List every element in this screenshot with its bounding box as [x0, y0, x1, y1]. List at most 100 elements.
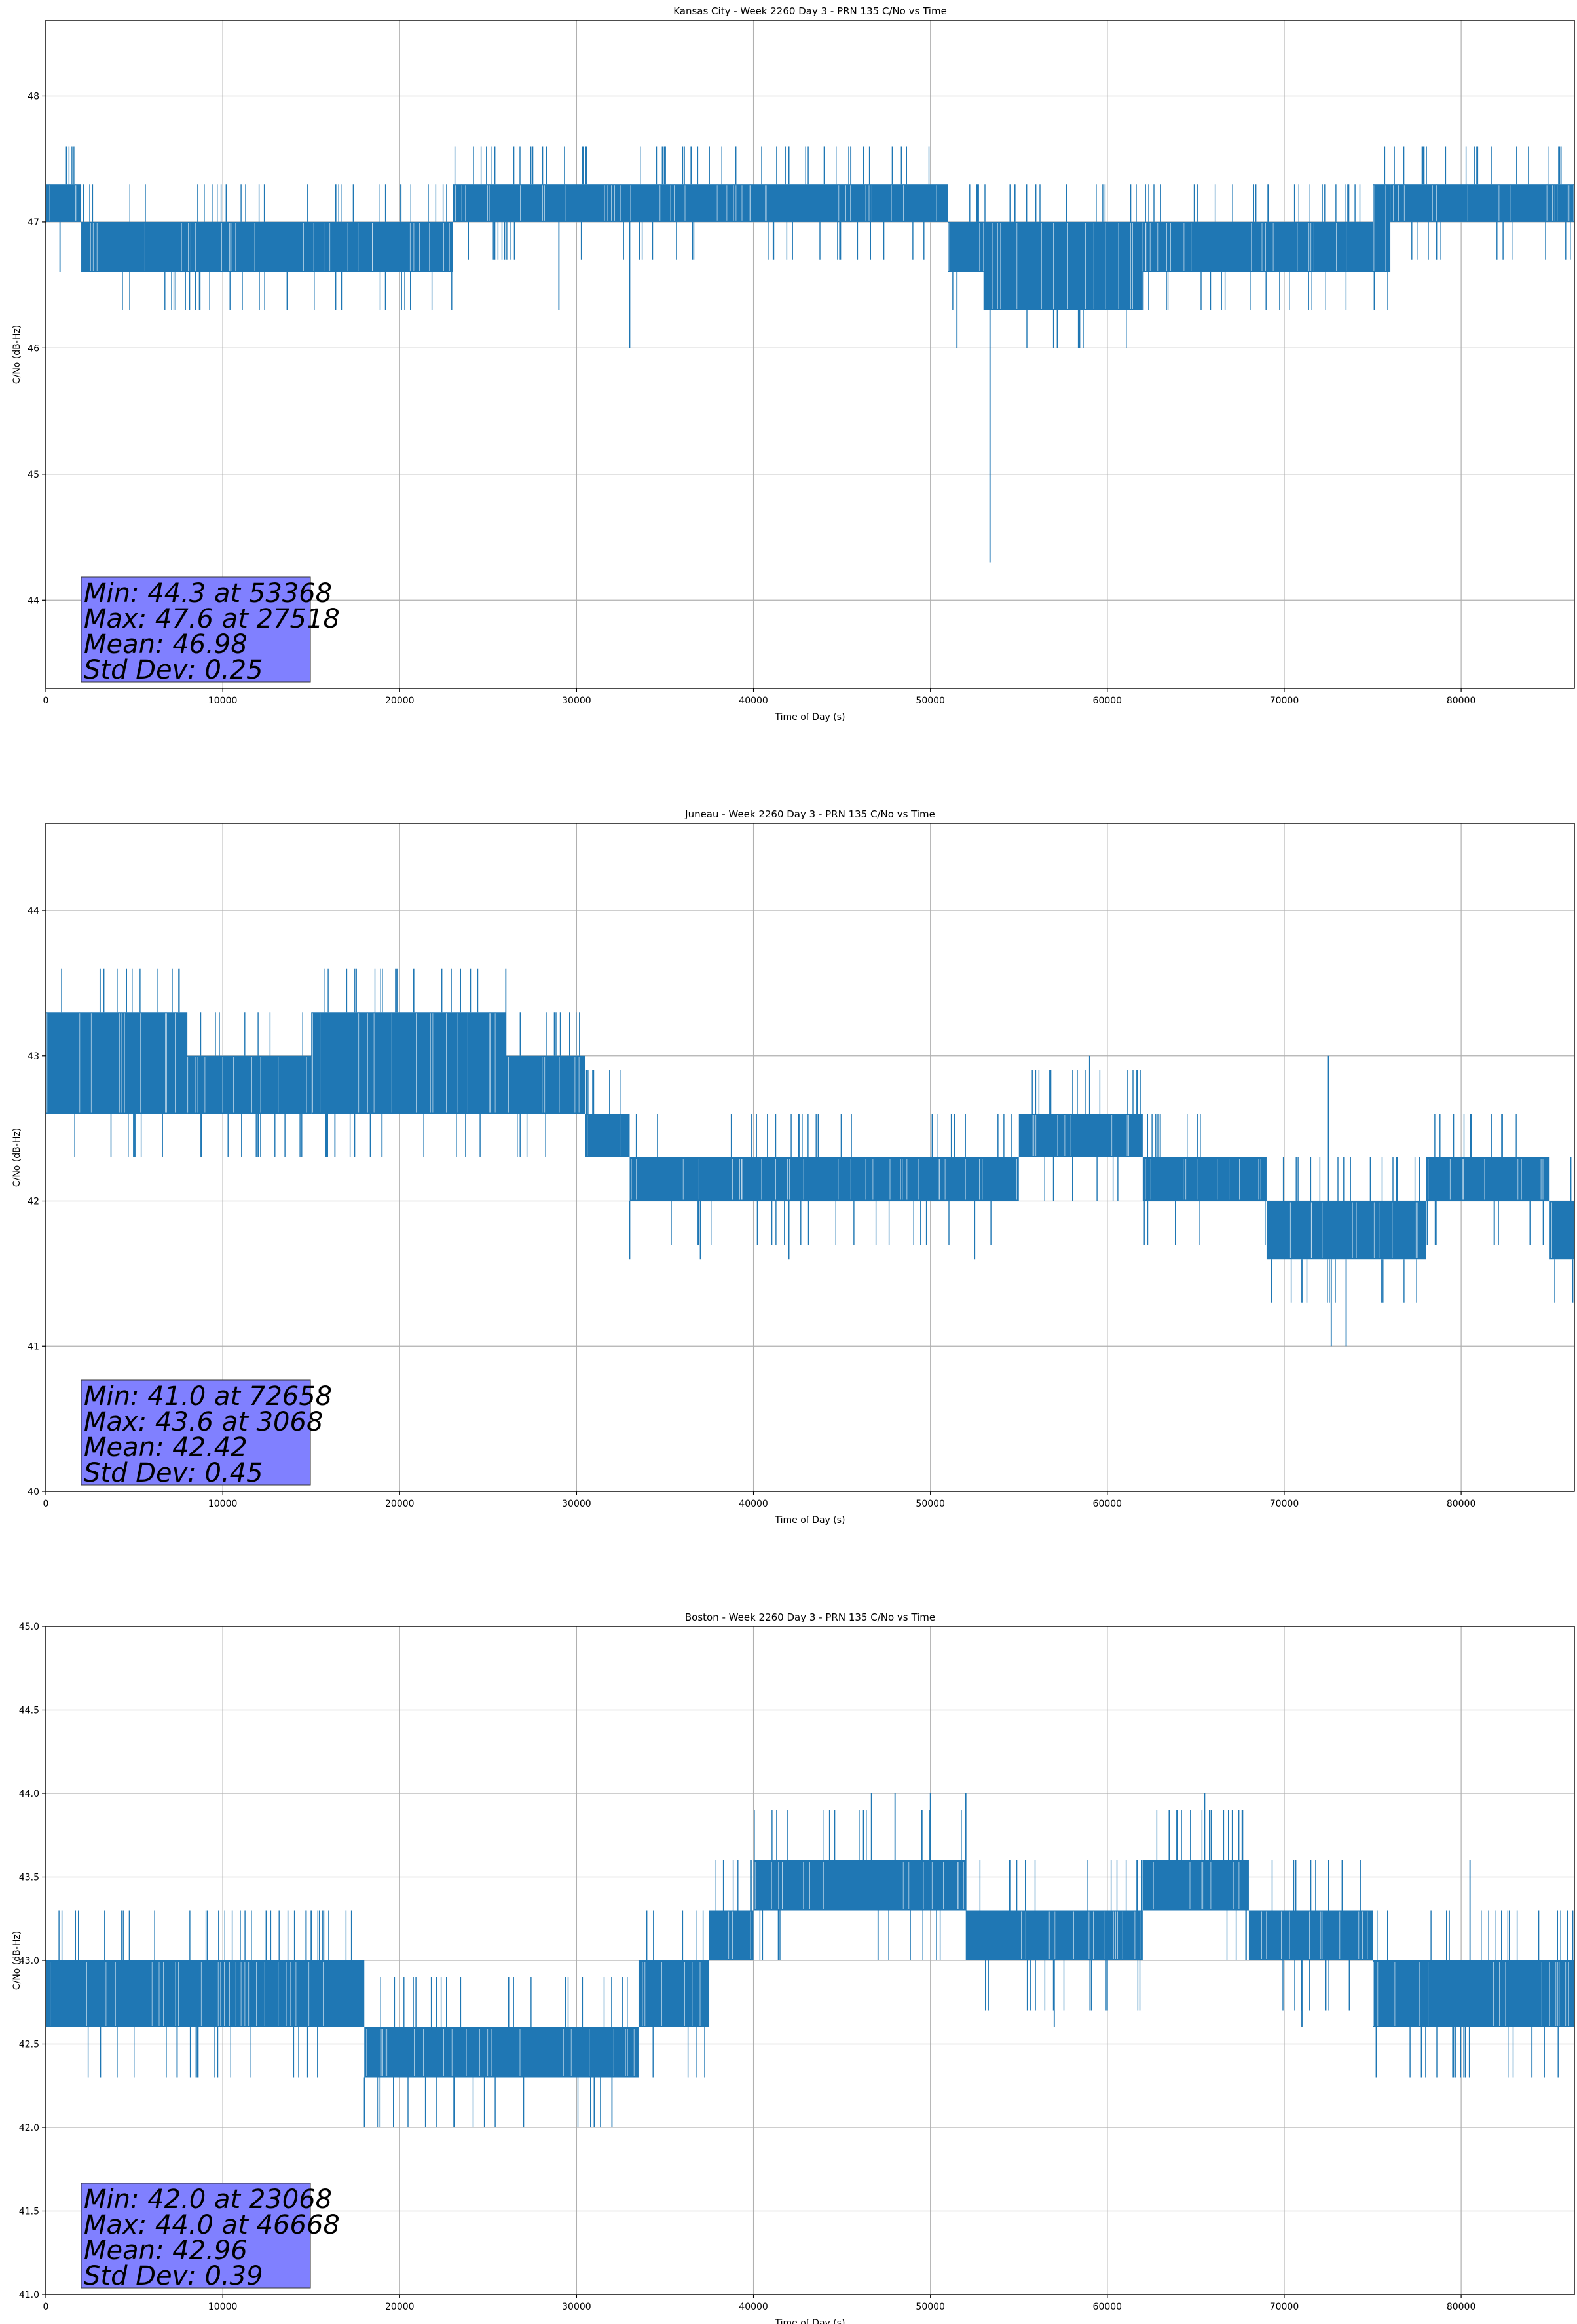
- y-tick-label: 43: [28, 1051, 39, 1062]
- y-tick-label: 48: [28, 91, 39, 102]
- x-tick-label: 80000: [1447, 2302, 1476, 2312]
- x-tick-label: 40000: [739, 696, 768, 706]
- stats-line: Max: 47.6 at 27518: [84, 604, 340, 634]
- chart-title: Boston - Week 2260 Day 3 - PRN 135 C/No …: [685, 1611, 935, 1623]
- series-jitter: [83, 184, 453, 310]
- series-gap: [754, 1862, 964, 1909]
- stats-box: [81, 576, 311, 683]
- x-tick-label: 70000: [1270, 696, 1299, 706]
- series-band-segment: [629, 1157, 1019, 1201]
- series-gap: [1428, 1159, 1544, 1200]
- series-gap: [365, 2029, 635, 2076]
- series-jitter: [1554, 1157, 1574, 1303]
- x-tick-label: 10000: [208, 1499, 238, 1509]
- series-jitter: [1143, 1114, 1266, 1245]
- chart-panel-3: Boston - Week 2260 Day 3 - PRN 135 C/No …: [12, 1611, 1575, 2324]
- x-tick-label: 50000: [916, 1499, 945, 1509]
- series-band-segment: [364, 2027, 639, 2078]
- stats-line: Min: 42.0 at 23068: [84, 2184, 332, 2215]
- plot-frame: [45, 823, 1575, 1492]
- series-band-segment: [1248, 1910, 1373, 1960]
- x-tick-label: 30000: [562, 2302, 591, 2312]
- chart-title: Juneau - Week 2260 Day 3 - PRN 135 C/No …: [684, 808, 935, 820]
- y-tick-label: 46: [28, 343, 39, 354]
- series-band-segment: [1142, 221, 1373, 272]
- series-jitter: [1394, 146, 1571, 260]
- series-band-segment: [1373, 1960, 1574, 2027]
- y-axis-label: C/No (dB-Hz): [12, 1931, 22, 1990]
- series-jitter: [1375, 1910, 1574, 2078]
- series-band-segment: [46, 1960, 365, 2027]
- y-tick-label: 40: [28, 1487, 39, 1497]
- x-tick-label: 80000: [1447, 696, 1476, 706]
- series-gap: [1142, 223, 1347, 271]
- series-band-segment: [1142, 1860, 1249, 1911]
- series-jitter: [324, 968, 481, 1157]
- series-jitter: [363, 1977, 628, 2127]
- series-gap: [46, 1013, 176, 1113]
- stats-box: [81, 2183, 311, 2289]
- series-gap: [642, 1962, 701, 2026]
- series-gap: [992, 223, 1133, 309]
- series-gap: [1032, 1115, 1129, 1156]
- series-band-segment: [983, 221, 1143, 310]
- series-gap: [948, 223, 984, 271]
- y-tick-label: 45.0: [19, 1622, 39, 1632]
- series-band-segment: [311, 1012, 506, 1114]
- chart-title: Kansas City - Week 2260 Day 3 - PRN 135 …: [673, 5, 947, 17]
- series-gap: [1393, 185, 1574, 221]
- x-tick-label: 0: [43, 2302, 49, 2312]
- series-gap: [50, 1962, 324, 2026]
- y-axis-label: C/No (dB-Hz): [12, 1128, 22, 1187]
- x-axis-label: Time of Day (s): [775, 712, 845, 722]
- x-tick-label: 50000: [916, 2302, 945, 2312]
- series-jitter: [585, 1070, 621, 1114]
- chart-panel-1: Kansas City - Week 2260 Day 3 - PRN 135 …: [12, 5, 1575, 722]
- series-band-segment: [638, 1960, 710, 2027]
- series-band-segment: [46, 184, 82, 222]
- series-gap: [508, 1057, 580, 1113]
- x-tick-label: 70000: [1270, 2302, 1299, 2312]
- x-tick-label: 0: [43, 696, 49, 706]
- x-tick-label: 60000: [1093, 2302, 1122, 2312]
- series-band-segment: [709, 1910, 754, 1960]
- x-tick-label: 20000: [385, 2302, 415, 2312]
- series-jitter: [646, 1910, 710, 2078]
- series-band-segment: [1018, 1114, 1143, 1157]
- y-tick-label: 41.0: [19, 2290, 39, 2300]
- series-jitter: [979, 1860, 1143, 2011]
- x-axis-label: Time of Day (s): [775, 1515, 845, 1526]
- series-band-segment: [1549, 1201, 1574, 1260]
- series-band-segment: [506, 1055, 585, 1114]
- x-tick-label: 30000: [562, 696, 591, 706]
- series-jitter: [200, 1012, 303, 1157]
- y-tick-label: 41.5: [19, 2207, 39, 2217]
- series-band-segment: [81, 221, 453, 272]
- stats-line: Min: 41.0 at 72658: [84, 1381, 332, 1412]
- series-gap: [1373, 185, 1386, 271]
- series-jitter: [984, 184, 1137, 348]
- x-tick-label: 80000: [1447, 1499, 1476, 1509]
- series-jitter: [1426, 1114, 1544, 1245]
- data-series: [46, 968, 1574, 1347]
- y-tick-label: 47: [28, 217, 39, 228]
- y-tick-label: 42: [28, 1197, 39, 1207]
- series-jitter: [754, 1810, 962, 1960]
- series-band-segment: [46, 1012, 188, 1114]
- x-tick-label: 40000: [739, 2302, 768, 2312]
- y-tick-label: 44.5: [19, 1706, 39, 1716]
- series-gap: [455, 185, 937, 221]
- series-band-segment: [1142, 1157, 1267, 1201]
- series-band-segment: [1373, 184, 1391, 272]
- stats-line: Std Dev: 0.39: [84, 2261, 263, 2291]
- x-tick-label: 30000: [562, 1499, 591, 1509]
- series-gap: [1145, 1159, 1261, 1200]
- series-jitter: [454, 146, 930, 260]
- series-jitter: [952, 184, 979, 310]
- series-band-segment: [1266, 1201, 1426, 1260]
- x-tick-label: 20000: [385, 1499, 415, 1509]
- y-tick-label: 42.5: [19, 2040, 39, 2050]
- series-band-segment: [1390, 184, 1574, 222]
- series-jitter: [1142, 184, 1361, 310]
